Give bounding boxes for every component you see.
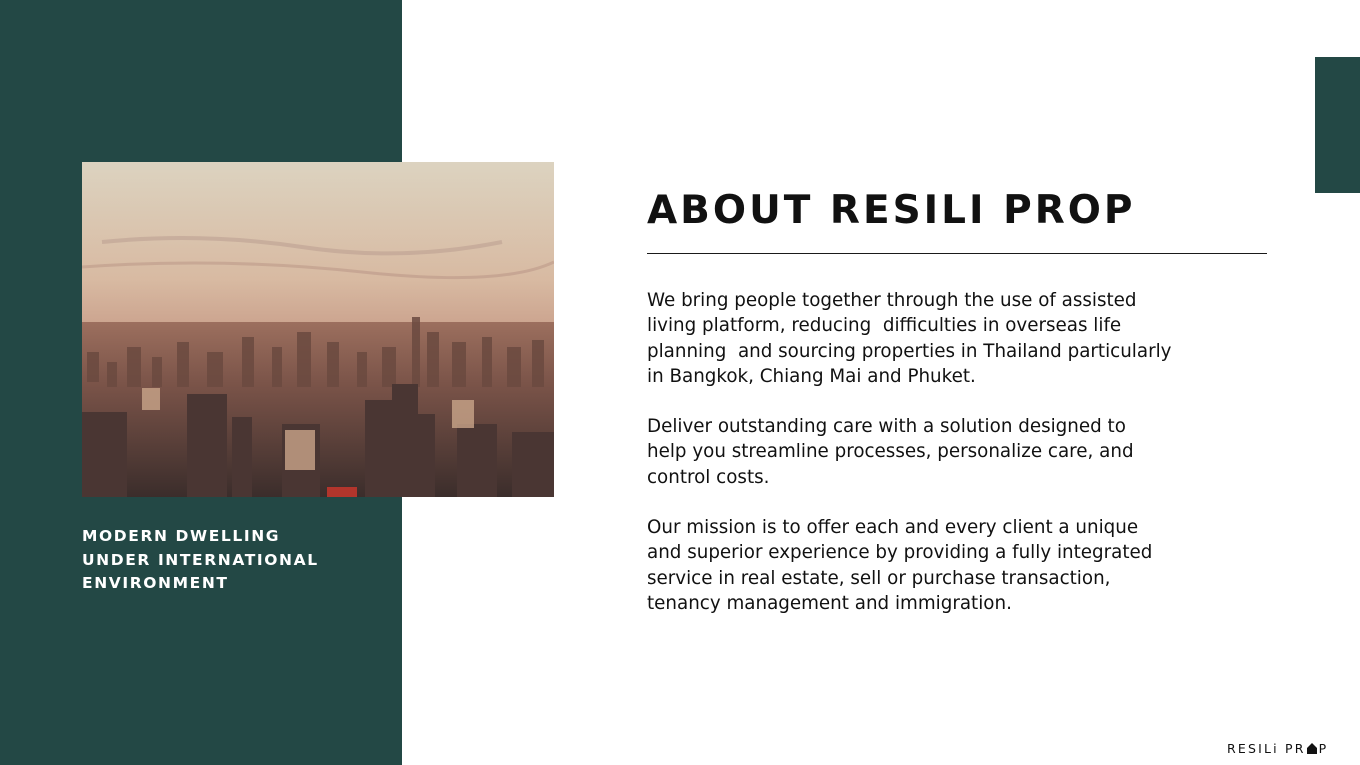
tagline-line: ENVIRONMENT	[82, 574, 229, 592]
paragraph-line: in Bangkok, Chiang Mai and Phuket.	[647, 365, 976, 387]
paragraph-line: service in real estate, sell or purchase…	[647, 567, 1111, 589]
city-skyline-photo	[82, 162, 554, 497]
paragraph-line: Our mission is to offer each and every c…	[647, 517, 1139, 539]
right-accent-tab	[1315, 57, 1360, 193]
paragraph-intro: We bring people together through the use…	[647, 288, 1287, 389]
paragraph-care: Deliver outstanding care with a solution…	[647, 414, 1287, 490]
paragraph-line: We bring people together through the use…	[647, 290, 1137, 311]
paragraph-line: Deliver outstanding care with a solution…	[647, 416, 1126, 438]
paragraph-line: control costs.	[647, 466, 770, 488]
paragraph-line: and superior experience by providing a f…	[647, 542, 1153, 564]
paragraph-line: tenancy management and immigration.	[647, 592, 1012, 614]
paragraph-line: living platform, reducing difficulties i…	[647, 315, 1122, 337]
tagline-line: MODERN DWELLING	[82, 527, 281, 545]
about-body: We bring people together through the use…	[647, 288, 1287, 641]
brand-logo: RESILi PR P	[1227, 741, 1328, 757]
house-icon	[1306, 743, 1317, 754]
paragraph-line: help you streamline processes, personali…	[647, 441, 1134, 463]
paragraph-mission: Our mission is to offer each and every c…	[647, 515, 1287, 616]
title-divider	[647, 253, 1267, 254]
tagline: MODERN DWELLING UNDER INTERNATIONAL ENVI…	[82, 525, 382, 596]
logo-text-right: P	[1318, 741, 1329, 756]
paragraph-line: planning and sourcing properties in Thai…	[647, 340, 1172, 362]
tagline-line: UNDER INTERNATIONAL	[82, 550, 319, 569]
page-title: ABOUT RESILI PROP	[647, 188, 1136, 233]
logo-text-left: RESILi PR	[1227, 741, 1306, 756]
